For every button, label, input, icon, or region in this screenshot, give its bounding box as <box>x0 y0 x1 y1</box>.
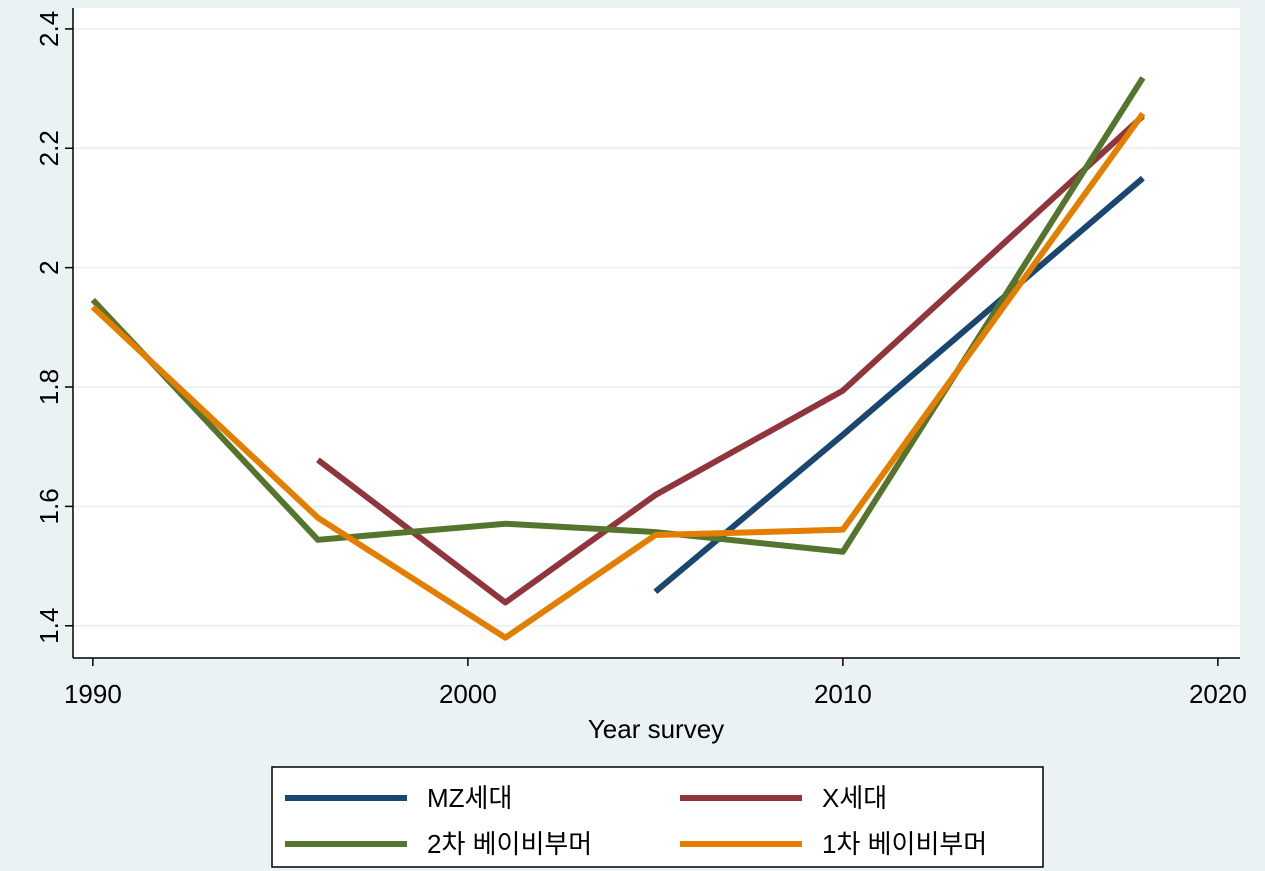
y-tick-label: 1.6 <box>34 488 64 524</box>
x-tick-label: 1990 <box>64 679 122 709</box>
x-tick-label: 2000 <box>439 679 497 709</box>
legend-label: X세대 <box>822 783 887 813</box>
series-line <box>316 113 1145 606</box>
legend-label: MZ세대 <box>427 783 512 813</box>
x-tick-label: 2010 <box>814 679 872 709</box>
x-tick-label: 2020 <box>1189 679 1247 709</box>
series-line <box>90 76 1146 555</box>
legend-label: 1차 베이비부머 <box>822 829 987 859</box>
legend <box>271 766 1044 868</box>
plot-area <box>73 8 1240 658</box>
y-tick-label: 1.8 <box>34 369 64 405</box>
series-line <box>90 111 1146 641</box>
y-tick-label: 2 <box>34 260 64 274</box>
x-axis-title: Year survey <box>588 714 724 744</box>
y-tick-label: 2.2 <box>34 130 64 166</box>
legend-label: 2차 베이비부머 <box>427 829 592 859</box>
y-tick-label: 1.4 <box>34 608 64 644</box>
y-tick-label: 2.4 <box>34 11 64 47</box>
